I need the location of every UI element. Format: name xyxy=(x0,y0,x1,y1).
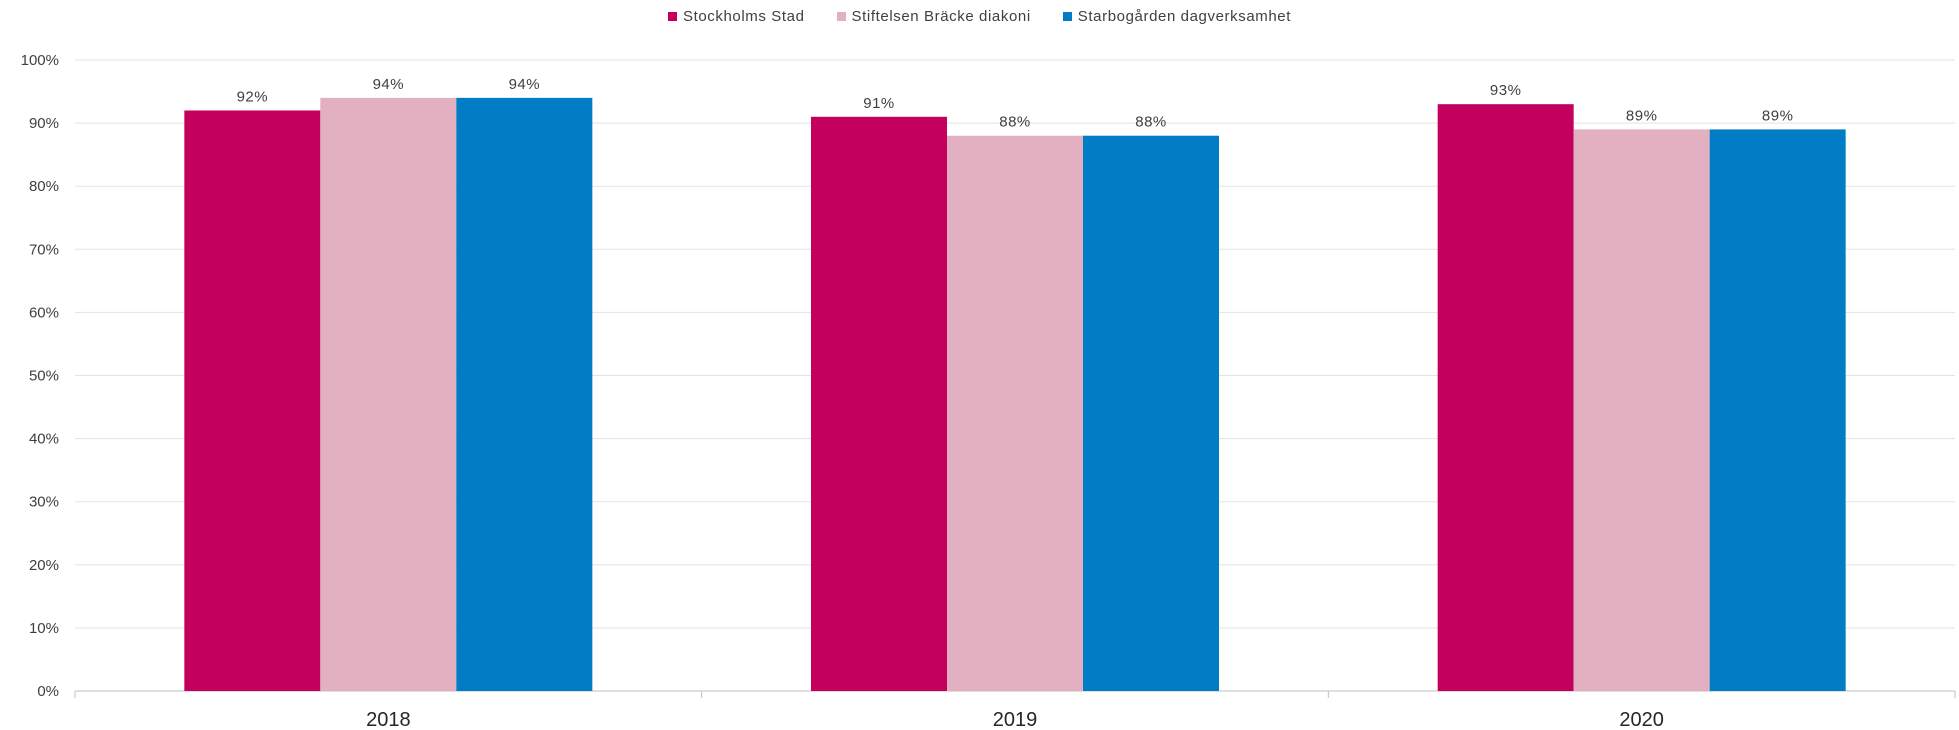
data-label: 91% xyxy=(863,95,895,112)
x-category-label: 2019 xyxy=(993,709,1038,730)
legend-label-stockholms-stad: Stockholms Stad xyxy=(682,8,805,25)
data-label: 89% xyxy=(1762,107,1794,124)
data-label: 88% xyxy=(999,114,1031,131)
y-tick-label: 10% xyxy=(29,620,59,637)
y-tick-label: 20% xyxy=(29,557,59,574)
data-label: 89% xyxy=(1626,107,1658,124)
bar xyxy=(1573,129,1710,691)
bar xyxy=(1709,129,1846,691)
legend-swatch-stockholms-stad xyxy=(667,12,677,21)
data-label: 92% xyxy=(237,88,269,105)
bar xyxy=(184,110,321,692)
legend-item-starbogarden: Starbogården dagverksamhet xyxy=(1062,8,1292,25)
data-label: 88% xyxy=(1135,114,1167,131)
y-tick-label: 70% xyxy=(29,241,59,258)
legend: Stockholms Stad Stiftelsen Bräcke diakon… xyxy=(0,8,1959,25)
bar xyxy=(1437,104,1574,692)
y-tick-label: 30% xyxy=(29,494,59,511)
data-label: 94% xyxy=(373,76,405,93)
y-tick-label: 40% xyxy=(29,431,59,448)
y-tick-label: 60% xyxy=(29,304,59,321)
bar xyxy=(947,135,1083,692)
x-category-label: 2020 xyxy=(1619,709,1664,730)
y-tick-label: 50% xyxy=(29,368,59,385)
legend-item-stiftelsen-bracke: Stiftelsen Bräcke diakoni xyxy=(836,8,1031,25)
bar xyxy=(320,97,457,692)
bar xyxy=(456,97,593,692)
legend-item-stockholms-stad: Stockholms Stad xyxy=(667,8,805,25)
y-tick-label: 80% xyxy=(29,178,59,195)
data-label: 93% xyxy=(1490,82,1522,99)
x-category-label: 2018 xyxy=(366,709,411,730)
y-tick-label: 100% xyxy=(21,52,59,69)
legend-label-starbogarden: Starbogården dagverksamhet xyxy=(1077,8,1292,25)
legend-label-stiftelsen-bracke: Stiftelsen Bräcke diakoni xyxy=(851,8,1031,25)
y-tick-label: 0% xyxy=(37,683,59,700)
bar xyxy=(1083,135,1219,692)
data-label: 94% xyxy=(509,76,541,93)
y-tick-label: 90% xyxy=(29,115,59,132)
legend-swatch-starbogarden xyxy=(1062,12,1072,21)
bar xyxy=(811,116,947,692)
legend-swatch-stiftelsen-bracke xyxy=(836,12,846,21)
